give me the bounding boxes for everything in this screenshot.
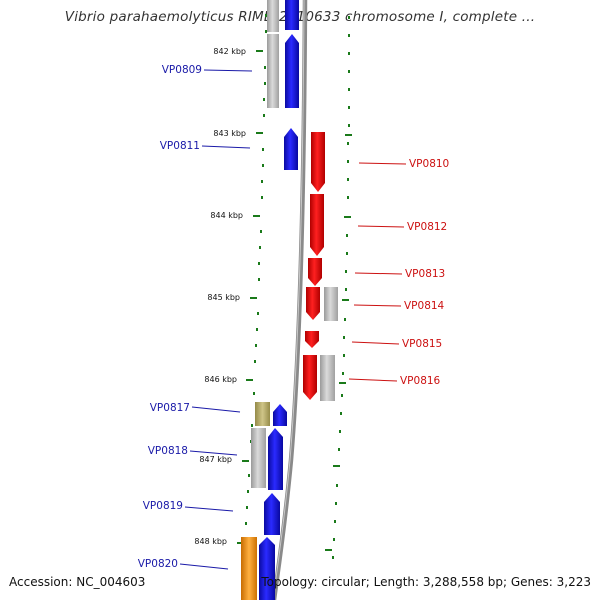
olive-feature-block <box>255 402 270 426</box>
left-leader-lines <box>179 69 253 570</box>
genome-summary-text: Topology: circular; Length: 3,288,558 bp… <box>261 575 591 589</box>
gene-label-vp0817[interactable]: VP0817 <box>150 402 190 414</box>
gene-arrow-vp0816[interactable] <box>303 355 317 400</box>
gene-arrow-vp0819[interactable] <box>264 493 280 535</box>
gray-feature-block <box>320 355 335 401</box>
gene-arrow-vp0818[interactable] <box>268 428 283 490</box>
gray-feature-block <box>251 428 266 488</box>
gene-label-vp0811[interactable]: VP0811 <box>160 140 200 152</box>
gene-label-vp0812[interactable]: VP0812 <box>407 221 447 233</box>
gene-label-vp0819[interactable]: VP0819 <box>143 500 183 512</box>
map-title: Vibrio parahaemolyticus RIMD 2210633 chr… <box>64 9 536 25</box>
right-ruler-dots <box>332 16 350 559</box>
reverse-gene-labels: VP0810 VP0812 VP0813 VP0814 VP0815 VP081… <box>400 158 449 387</box>
gene-arrow-vp0817[interactable] <box>273 404 287 426</box>
gene-arrow-vp0812[interactable] <box>310 194 324 256</box>
gene-arrow-vp0809[interactable] <box>285 34 299 108</box>
tick-label: 848 kbp <box>194 537 227 546</box>
gene-arrow-vp0813[interactable] <box>308 258 322 286</box>
tick-label: 842 kbp <box>213 47 246 56</box>
tick-label: 845 kbp <box>207 293 240 302</box>
gene-arrow-vp0820[interactable] <box>259 537 275 600</box>
chromosome-backbone <box>271 0 308 600</box>
gene-label-vp0813[interactable]: VP0813 <box>405 268 445 280</box>
accession-text: Accession: NC_004603 <box>9 575 146 589</box>
orange-feature-block <box>241 537 257 600</box>
gene-arrows <box>259 0 325 600</box>
gray-feature-block <box>324 287 338 321</box>
gene-label-vp0809[interactable]: VP0809 <box>162 64 202 76</box>
gene-arrow-vp0815[interactable] <box>305 331 319 348</box>
feature-blocks <box>241 0 338 600</box>
tick-label: 846 kbp <box>204 375 237 384</box>
tick-label: 844 kbp <box>210 211 243 220</box>
tick-label: 847 kbp <box>199 455 232 464</box>
chromosome-backbone-highlight <box>272 0 305 600</box>
gray-feature-block <box>267 34 279 108</box>
gene-label-vp0814[interactable]: VP0814 <box>404 300 445 312</box>
gene-label-vp0818[interactable]: VP0818 <box>148 445 188 457</box>
right-leader-lines <box>348 162 407 382</box>
gene-label-vp0816[interactable]: VP0816 <box>400 375 441 387</box>
gene-label-vp0820[interactable]: VP0820 <box>138 558 178 570</box>
ruler-tick-labels: 842 kbp 843 kbp 844 kbp 845 kbp 846 kbp … <box>194 47 246 546</box>
gene-arrow-vp0809-top[interactable] <box>285 0 299 30</box>
gene-arrow-vp0810[interactable] <box>311 132 325 192</box>
tick-label: 843 kbp <box>213 129 246 138</box>
gray-feature-block <box>267 0 279 32</box>
gene-arrow-vp0811[interactable] <box>284 128 298 170</box>
gene-arrow-vp0814[interactable] <box>306 287 320 320</box>
right-ruler-dashes <box>325 134 352 551</box>
gene-label-vp0815[interactable]: VP0815 <box>402 338 442 350</box>
forward-gene-labels: VP0809 VP0811 VP0817 VP0818 VP0819 VP082… <box>138 64 202 570</box>
gene-label-vp0810[interactable]: VP0810 <box>409 158 449 170</box>
